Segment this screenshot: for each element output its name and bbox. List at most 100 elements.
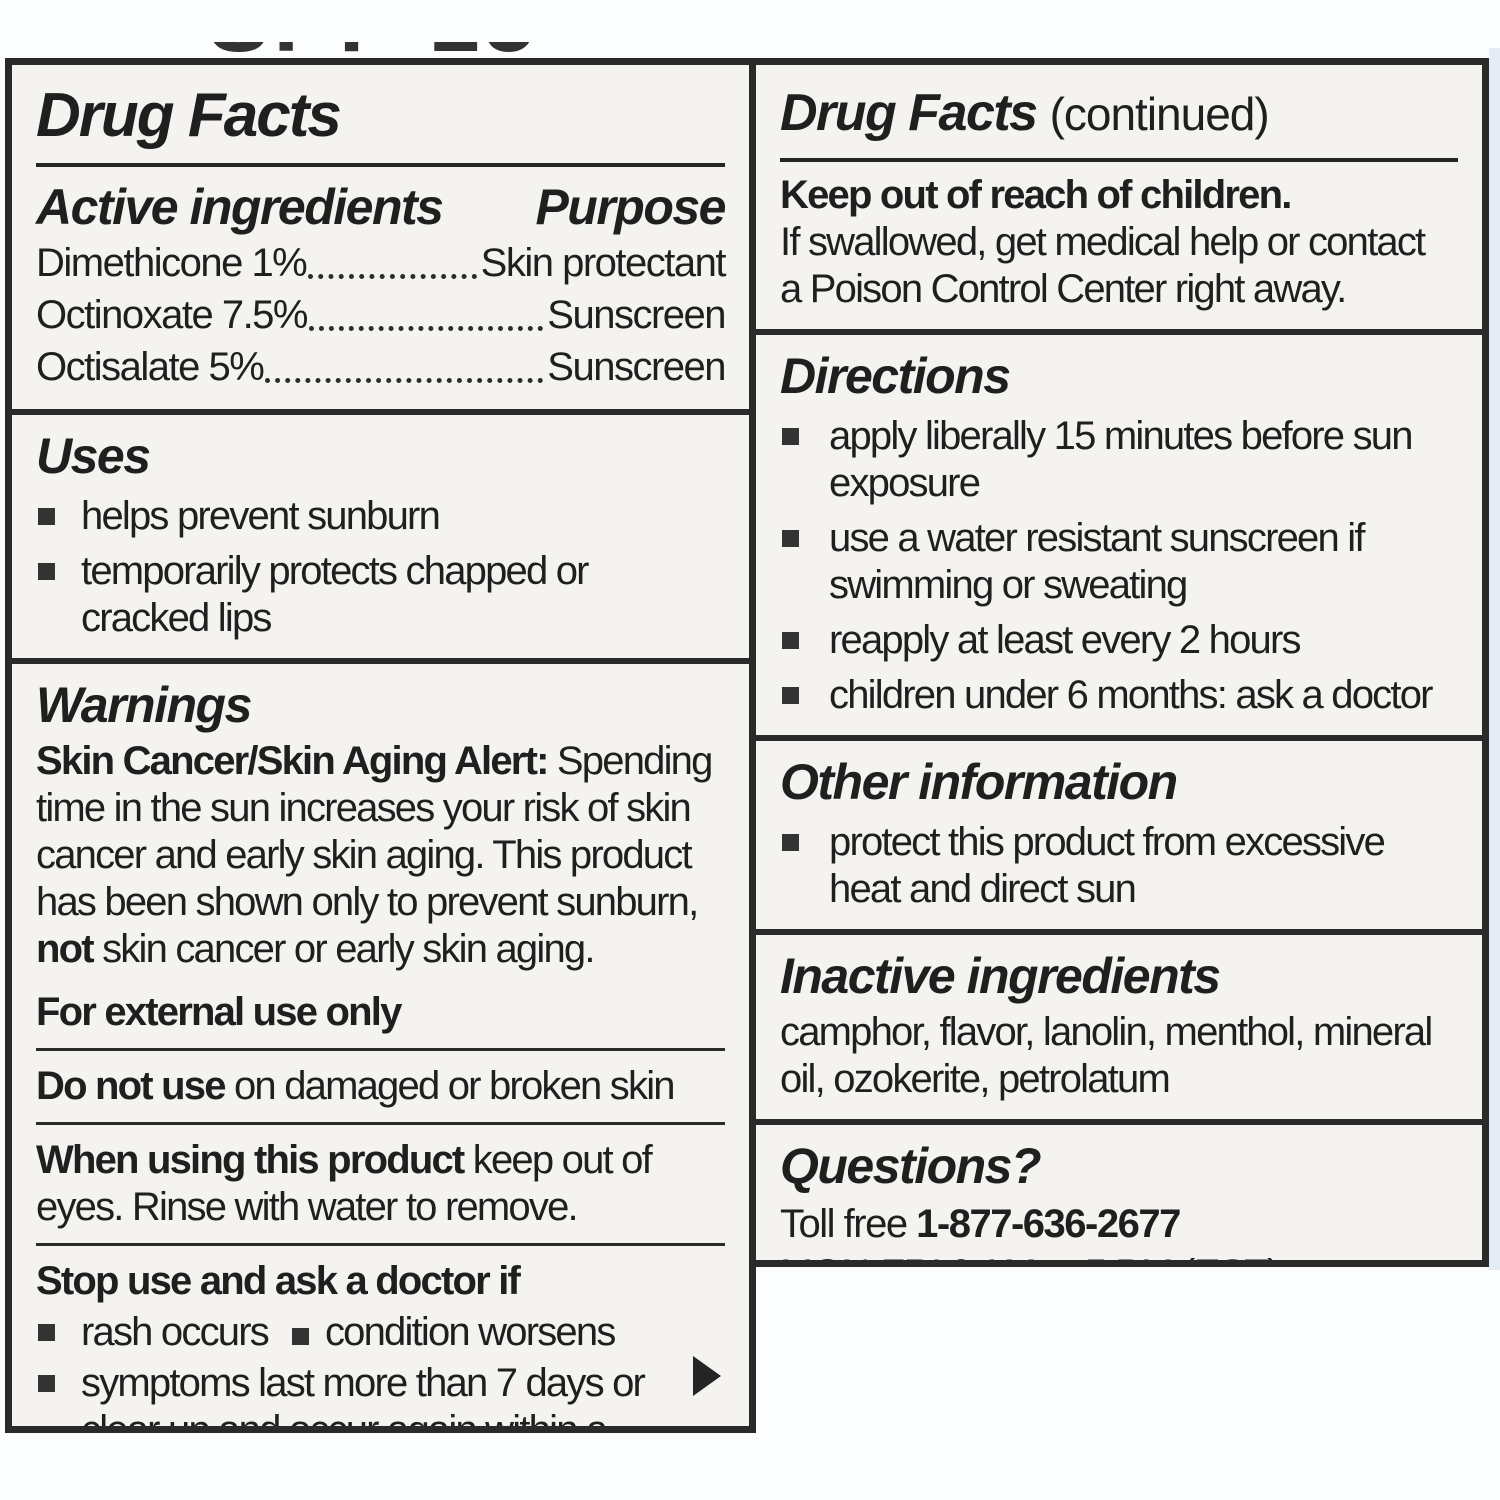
alert-rest: Spending bbox=[547, 739, 713, 783]
active-ingredients-heading-row: Active ingredients Purpose bbox=[36, 177, 726, 237]
bullet-text: protect this product from excessive heat… bbox=[829, 819, 1458, 913]
ingredient-row: Dimethicone 1% Skin protectant bbox=[36, 237, 727, 289]
text-line: cracked lips bbox=[81, 596, 272, 640]
uses-section: Uses helps prevent sunburn temporarily p… bbox=[12, 409, 749, 658]
alert-lead: Skin Cancer/Skin Aging Alert: bbox=[36, 739, 549, 783]
text-line: exposure bbox=[829, 461, 981, 505]
other-information-title: Other information bbox=[780, 754, 1178, 810]
do-not-use-line: Do not use on damaged or broken skin bbox=[36, 1063, 725, 1110]
text-line: temporarily protects chapped or bbox=[81, 549, 590, 593]
text-line: protect this product from excessive bbox=[829, 820, 1386, 864]
text-line: rash occurs condition worsens bbox=[81, 1309, 725, 1356]
drug-facts-title: Drug Facts bbox=[36, 81, 342, 150]
warning-divider bbox=[36, 1122, 725, 1125]
do-not-use-rest: on damaged or broken skin bbox=[224, 1064, 676, 1108]
text-line: has been shown only to prevent sunburn, bbox=[36, 880, 699, 924]
ingredient-purpose: Sunscreen bbox=[547, 293, 726, 337]
bullet-icon bbox=[38, 1324, 55, 1341]
warnings-section: Warnings Skin Cancer/Skin Aging Alert: S… bbox=[12, 658, 749, 1433]
bullet-icon bbox=[291, 1328, 309, 1345]
bullet-text: apply liberally 15 minutes before sun ex… bbox=[829, 413, 1458, 507]
title-rule bbox=[780, 158, 1458, 162]
bullet-text: reapply at least every 2 hours bbox=[829, 617, 1458, 664]
stop-bullet1b: condition worsens bbox=[324, 1310, 616, 1354]
text-line: heat and direct sun bbox=[829, 867, 1137, 911]
hours-line: MON-FRI 9 AM to 5 PM (EST) bbox=[780, 1249, 1458, 1260]
do-not-use-lead: Do not use bbox=[36, 1064, 226, 1108]
text-line: If swallowed, get medical help or contac… bbox=[780, 220, 1426, 264]
text-line: camphor, flavor, lanolin, menthol, miner… bbox=[780, 1010, 1433, 1054]
active-ingredients-heading: Active ingredients bbox=[36, 179, 444, 235]
drug-facts-panel-left: Drug Facts Active ingredients Purpose Di… bbox=[5, 58, 756, 1433]
bullet-icon bbox=[782, 632, 799, 649]
text-line: time in the sun increases your risk of s… bbox=[36, 786, 692, 830]
skin-cancer-alert-line: Skin Cancer/Skin Aging Alert: Spending bbox=[36, 738, 725, 785]
list-item: helps prevent sunburn bbox=[36, 493, 725, 540]
warning-divider bbox=[36, 1243, 725, 1246]
bullet-text: helps prevent sunburn bbox=[81, 493, 725, 540]
text-line: apply liberally 15 minutes before sun bbox=[829, 414, 1413, 458]
bullet-text: rash occurs condition worsens bbox=[81, 1309, 725, 1356]
list-item: reapply at least every 2 hours bbox=[780, 617, 1458, 664]
keep-out-section: Drug Facts (continued) Keep out of reach… bbox=[756, 65, 1482, 329]
drug-facts-panel-right: Drug Facts (continued) Keep out of reach… bbox=[749, 58, 1489, 1267]
list-item: children under 6 months: ask a doctor bbox=[780, 672, 1458, 719]
uses-title: Uses bbox=[36, 428, 151, 484]
when-using-lead: When using this product bbox=[36, 1138, 465, 1182]
phone-number: 1-877-636-2677 bbox=[916, 1202, 1181, 1246]
text-line: symptoms last more than 7 days or bbox=[81, 1361, 646, 1405]
list-item: apply liberally 15 minutes before sun ex… bbox=[780, 413, 1458, 507]
bullet-icon bbox=[38, 508, 55, 525]
warning-divider bbox=[36, 1048, 725, 1051]
questions-title: Questions? bbox=[780, 1138, 1042, 1194]
title-rule bbox=[36, 163, 725, 167]
ingredient-row: Octinoxate 7.5% Sunscreen bbox=[36, 289, 726, 341]
keep-out-bold-line: Keep out of reach of children. bbox=[780, 173, 1292, 217]
ingredient-purpose: Skin protectant bbox=[480, 241, 727, 285]
purpose-heading: Purpose bbox=[535, 179, 726, 235]
directions-section: Directions apply liberally 15 minutes be… bbox=[756, 329, 1482, 735]
stop-bullet1a: rash occurs bbox=[81, 1310, 270, 1354]
list-item: symptoms last more than 7 days or clear … bbox=[36, 1360, 725, 1433]
bullet-text: temporarily protects chapped or cracked … bbox=[81, 548, 725, 642]
toll-free-line: Toll free 1-877-636-2677 bbox=[780, 1199, 1458, 1249]
bullet-icon bbox=[38, 1375, 55, 1392]
warnings-title: Warnings bbox=[36, 677, 252, 733]
text-line: swimming or sweating bbox=[829, 563, 1188, 607]
active-ingredients-section: Drug Facts Active ingredients Purpose Di… bbox=[12, 65, 749, 409]
ingredient-name: Dimethicone 1% bbox=[36, 241, 308, 285]
bullet-icon bbox=[782, 834, 799, 851]
text-line: helps prevent sunburn bbox=[81, 494, 441, 538]
dot-leader bbox=[265, 378, 544, 383]
bullet-text: children under 6 months: ask a doctor bbox=[829, 672, 1458, 719]
bullet-icon bbox=[782, 530, 799, 547]
other-information-section: Other information protect this product f… bbox=[756, 735, 1482, 929]
ingredient-purpose: Sunscreen bbox=[547, 345, 726, 389]
text-line: oil, ozokerite, petrolatum bbox=[780, 1057, 1171, 1101]
inactive-ingredients-title: Inactive ingredients bbox=[780, 948, 1221, 1004]
text-line: cancer and early skin aging. This produc… bbox=[36, 833, 693, 877]
cropped-headline-text: SPF 15 bbox=[208, 42, 539, 57]
alert-line5-rest: skin cancer or early skin aging. bbox=[92, 927, 595, 971]
bullet-icon bbox=[782, 687, 799, 704]
bullet-text: use a water resistant sunscreen if swimm… bbox=[829, 515, 1458, 609]
bullet-icon bbox=[782, 428, 799, 445]
text-line: eyes. Rinse with water to remove. bbox=[36, 1185, 579, 1229]
text-line: a Poison Control Center right away. bbox=[780, 267, 1347, 311]
external-use-line: For external use only bbox=[36, 990, 402, 1034]
questions-section: Questions? Toll free 1-877-636-2677 MON-… bbox=[756, 1119, 1482, 1260]
ingredient-name: Octisalate 5% bbox=[36, 345, 265, 389]
bold-not: not bbox=[36, 927, 95, 971]
scan-edge-tint bbox=[1489, 48, 1500, 1270]
continued-label: (continued) bbox=[1049, 88, 1270, 140]
text-line: clear up and occur again within a bbox=[81, 1408, 608, 1433]
text-line: children under 6 months: ask a doctor bbox=[829, 673, 1433, 717]
when-using-line: When using this product keep out of bbox=[36, 1137, 725, 1184]
toll-free-label: Toll free bbox=[780, 1202, 917, 1246]
when-using-rest: keep out of bbox=[463, 1138, 653, 1182]
dot-leader bbox=[308, 274, 477, 279]
text-line: reapply at least every 2 hours bbox=[829, 618, 1302, 662]
dot-leader bbox=[309, 326, 544, 331]
list-item: protect this product from excessive heat… bbox=[780, 819, 1458, 913]
continuation-arrow-icon bbox=[693, 1356, 721, 1396]
